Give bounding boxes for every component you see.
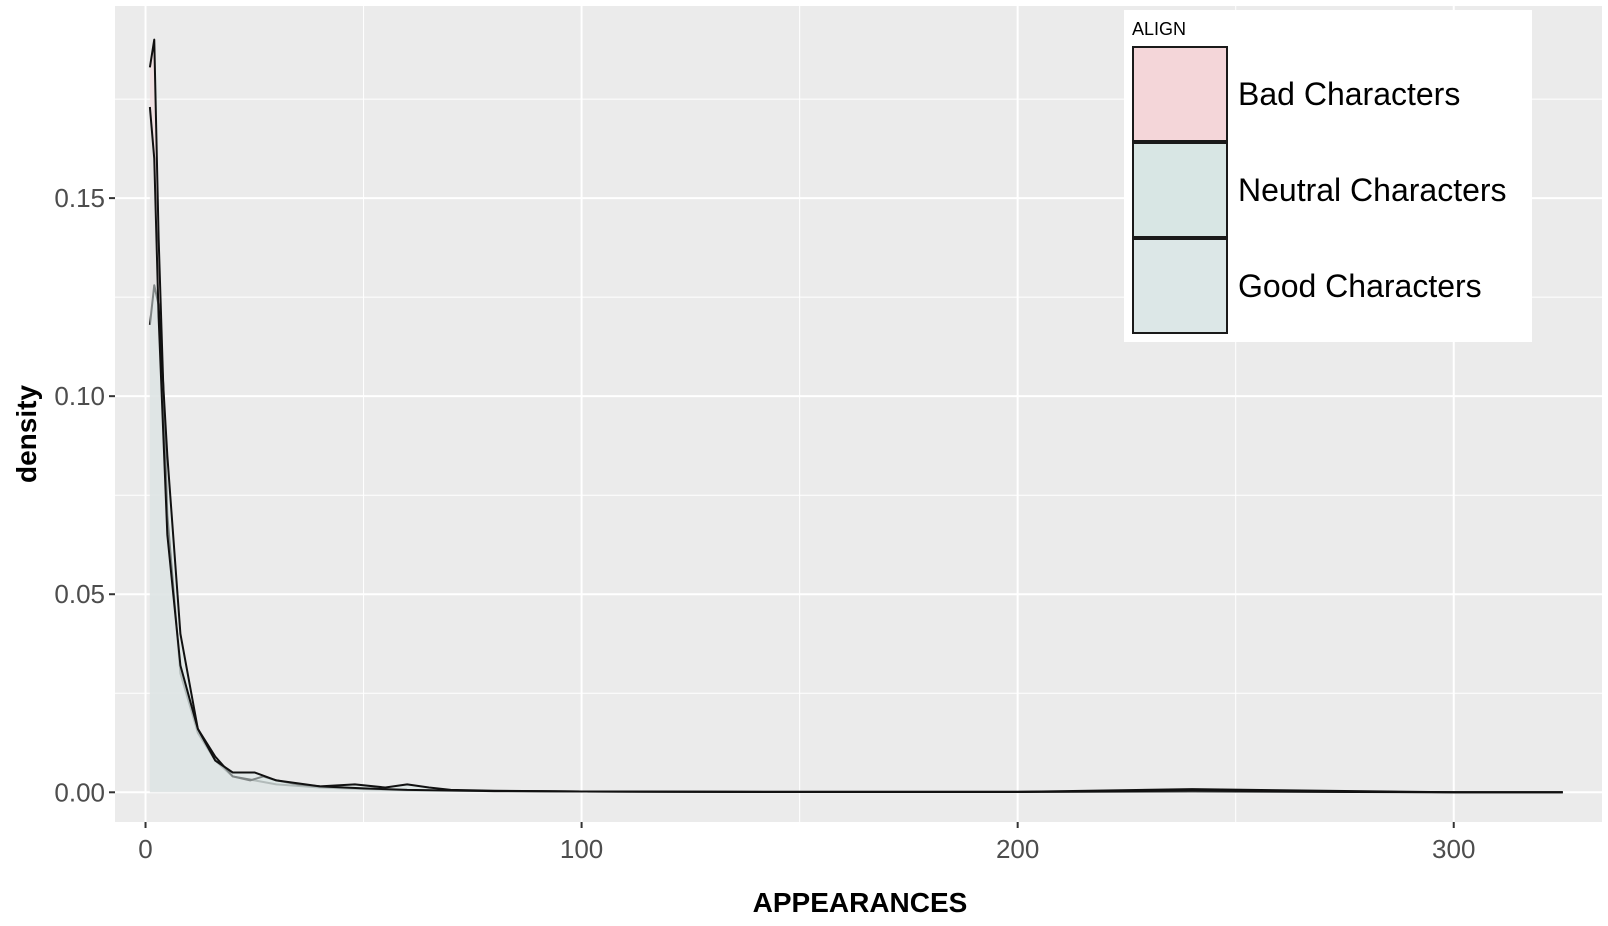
x-axis-tick-labels: 0 100 200 300 — [138, 834, 1475, 864]
x-tick-label: 300 — [1432, 834, 1475, 864]
x-tick-label: 0 — [138, 834, 152, 864]
x-tick-label: 100 — [560, 834, 603, 864]
y-tick-label: 0.05 — [54, 579, 105, 609]
legend: ALIGN Bad Characters Neutral Characters … — [1124, 10, 1532, 342]
legend-key-bad — [1132, 46, 1228, 142]
density-series — [148, 38, 1563, 794]
y-tick-label: 0.10 — [54, 381, 105, 411]
density-line-good-characters — [148, 106, 1563, 794]
legend-key-neutral — [1132, 142, 1228, 238]
legend-key-good — [1132, 238, 1228, 334]
axis-ticks — [109, 197, 1455, 828]
x-axis-title: APPEARANCES — [753, 887, 968, 918]
y-axis-title: density — [11, 385, 42, 483]
y-axis-tick-labels: 0.00 0.05 0.10 0.15 — [54, 183, 105, 807]
y-tick-label: 0.15 — [54, 183, 105, 213]
y-tick-label: 0.00 — [54, 777, 105, 807]
legend-label-bad: Bad Characters — [1238, 76, 1460, 112]
series-good-characters — [148, 106, 1563, 794]
legend-title: ALIGN — [1132, 19, 1186, 39]
x-tick-label: 200 — [996, 834, 1039, 864]
legend-label-good: Good Characters — [1238, 268, 1482, 304]
legend-label-neutral: Neutral Characters — [1238, 172, 1507, 208]
